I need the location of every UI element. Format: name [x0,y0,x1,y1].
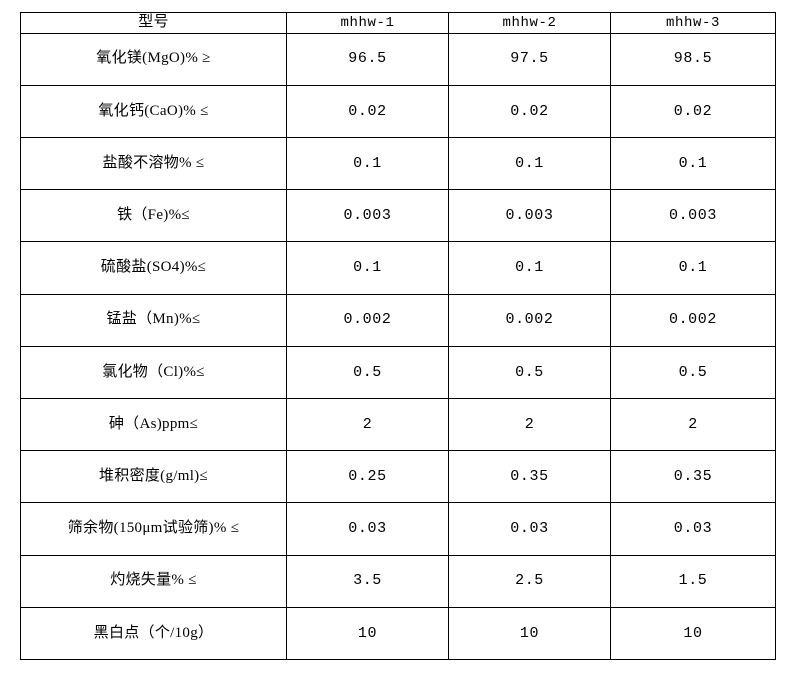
table-row: 盐酸不溶物% ≤ 0.1 0.1 0.1 [20,136,776,191]
row-value-mhhw-1: 0.002 [286,293,449,347]
row-label: 砷（As)ppm≤ [20,397,287,452]
specification-table: 型号 mhhw-1 mhhw-2 mhhw-3 氧化镁(MgO)% ≥ 96.5… [20,12,776,661]
row-value-mhhw-3: 0.1 [610,136,776,191]
row-value-mhhw-2: 2.5 [448,554,611,608]
row-value-mhhw-2: 0.003 [448,189,611,243]
table-row: 堆积密度(g/ml)≤ 0.25 0.35 0.35 [20,450,776,504]
row-value-mhhw-1: 0.5 [286,345,449,399]
row-value-mhhw-3: 0.1 [610,241,776,295]
row-label: 氧化钙(CaO)% ≤ [20,84,287,138]
row-label: 筛余物(150μm试验筛)% ≤ [20,502,287,556]
row-value-mhhw-2: 0.1 [448,241,611,295]
table-row: 氯化物（Cl)%≤ 0.5 0.5 0.5 [20,345,776,399]
row-label: 氧化镁(MgO)% ≥ [20,32,287,86]
row-label: 硫酸盐(SO4)%≤ [20,241,287,295]
row-value-mhhw-1: 0.1 [286,241,449,295]
table-row: 筛余物(150μm试验筛)% ≤ 0.03 0.03 0.03 [20,502,776,556]
row-label: 黑白点（个/10g） [20,606,287,661]
row-value-mhhw-3: 0.02 [610,84,776,138]
row-value-mhhw-2: 0.5 [448,345,611,399]
row-value-mhhw-1: 2 [286,397,449,452]
row-value-mhhw-1: 0.003 [286,189,449,243]
table-row: 铁（Fe)%≤ 0.003 0.003 0.003 [20,189,776,243]
row-value-mhhw-2: 0.002 [448,293,611,347]
row-value-mhhw-3: 10 [610,606,776,661]
row-value-mhhw-1: 3.5 [286,554,449,608]
row-value-mhhw-3: 0.5 [610,345,776,399]
row-value-mhhw-2: 0.02 [448,84,611,138]
row-label: 堆积密度(g/ml)≤ [20,450,287,504]
row-value-mhhw-1: 0.02 [286,84,449,138]
row-label: 盐酸不溶物% ≤ [20,136,287,191]
row-value-mhhw-2: 0.03 [448,502,611,556]
row-value-mhhw-3: 0.35 [610,450,776,504]
row-value-mhhw-1: 0.03 [286,502,449,556]
table-header-row: 型号 mhhw-1 mhhw-2 mhhw-3 [20,12,776,34]
row-value-mhhw-3: 1.5 [610,554,776,608]
row-value-mhhw-3: 0.03 [610,502,776,556]
row-value-mhhw-2: 2 [448,397,611,452]
row-label: 锰盐（Mn)%≤ [20,293,287,347]
row-value-mhhw-3: 98.5 [610,32,776,86]
header-cell-mhhw-3: mhhw-3 [610,12,776,34]
row-value-mhhw-3: 0.002 [610,293,776,347]
table-header: 型号 mhhw-1 mhhw-2 mhhw-3 [20,12,776,34]
header-cell-model-label: 型号 [20,12,287,34]
table-row: 氧化镁(MgO)% ≥ 96.5 97.5 98.5 [20,32,776,86]
table-row: 锰盐（Mn)%≤ 0.002 0.002 0.002 [20,293,776,347]
header-cell-mhhw-2: mhhw-2 [448,12,611,34]
row-value-mhhw-1: 0.1 [286,136,449,191]
table-row: 灼烧失量% ≤ 3.5 2.5 1.5 [20,554,776,608]
row-value-mhhw-2: 0.35 [448,450,611,504]
specification-table-container: 型号 mhhw-1 mhhw-2 mhhw-3 氧化镁(MgO)% ≥ 96.5… [20,12,776,661]
table-row: 黑白点（个/10g） 10 10 10 [20,606,776,661]
row-value-mhhw-2: 10 [448,606,611,661]
row-value-mhhw-1: 0.25 [286,450,449,504]
row-value-mhhw-3: 0.003 [610,189,776,243]
header-cell-mhhw-1: mhhw-1 [286,12,449,34]
row-value-mhhw-1: 96.5 [286,32,449,86]
row-value-mhhw-3: 2 [610,397,776,452]
table-row: 硫酸盐(SO4)%≤ 0.1 0.1 0.1 [20,241,776,295]
row-label: 铁（Fe)%≤ [20,189,287,243]
table-row: 氧化钙(CaO)% ≤ 0.02 0.02 0.02 [20,84,776,138]
table-row: 砷（As)ppm≤ 2 2 2 [20,397,776,452]
row-value-mhhw-1: 10 [286,606,449,661]
table-body: 氧化镁(MgO)% ≥ 96.5 97.5 98.5 氧化钙(CaO)% ≤ 0… [20,32,776,661]
row-value-mhhw-2: 97.5 [448,32,611,86]
row-label: 灼烧失量% ≤ [20,554,287,608]
row-value-mhhw-2: 0.1 [448,136,611,191]
row-label: 氯化物（Cl)%≤ [20,345,287,399]
